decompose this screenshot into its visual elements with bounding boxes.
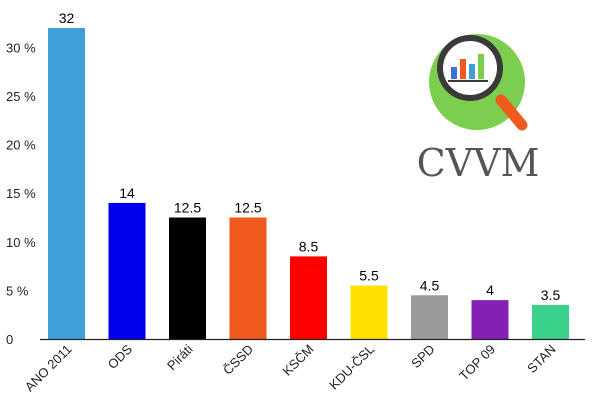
logo-text: CVVM <box>417 141 540 185</box>
data-label: 14 <box>119 185 135 201</box>
y-tick-label: 10 % <box>6 235 36 250</box>
y-tick-label: 0 <box>6 332 13 347</box>
y-axis: 0 5 % 10 % 15 % 20 % 25 % 30 % <box>6 40 36 347</box>
y-tick-label: 25 % <box>6 89 36 104</box>
data-label: 12.5 <box>234 200 261 216</box>
cvvm-logo: CVVM <box>417 34 540 185</box>
bar <box>411 295 448 339</box>
bar <box>350 285 388 339</box>
data-label: 4 <box>486 282 494 298</box>
x-tick-label: ČSSD <box>220 342 256 378</box>
data-label: 3.5 <box>541 287 561 303</box>
data-label: 12.5 <box>174 200 201 216</box>
x-tick-label: STAN <box>524 342 558 376</box>
data-label: 8.5 <box>299 238 319 254</box>
x-axis-labels: ANO 2011 ODS Piráti ČSSD KSČM KDU-ČSL SPD TOP 0… <box>22 341 559 394</box>
bar <box>471 300 509 339</box>
bars <box>48 28 569 339</box>
x-tick-label: TOP 09 <box>456 342 498 384</box>
bar <box>290 256 327 339</box>
value-labels: 32 14 12.5 12.5 8.5 5.5 4.5 4 3.5 <box>59 10 561 303</box>
x-tick-label: KSČM <box>279 342 316 379</box>
x-tick-label: ODS <box>105 341 136 372</box>
magnifier-bar-chart-icon <box>437 35 528 131</box>
bar <box>108 202 146 339</box>
bar <box>169 217 206 339</box>
x-tick-label: Piráti <box>164 341 196 373</box>
y-tick-label: 20 % <box>6 138 36 153</box>
data-label: 5.5 <box>359 268 379 284</box>
x-tick-label: KDU-ČSL <box>326 342 377 393</box>
y-tick-label: 5 % <box>6 283 29 298</box>
y-tick-label: 30 % <box>6 40 36 55</box>
bar <box>229 217 267 339</box>
bar <box>532 304 569 339</box>
data-label: 32 <box>59 10 75 26</box>
y-tick-label: 15 % <box>6 186 36 201</box>
x-tick-label: SPD <box>408 342 438 372</box>
x-tick-label: ANO 2011 <box>22 342 75 395</box>
data-label: 4.5 <box>420 277 440 293</box>
bar <box>48 28 85 339</box>
